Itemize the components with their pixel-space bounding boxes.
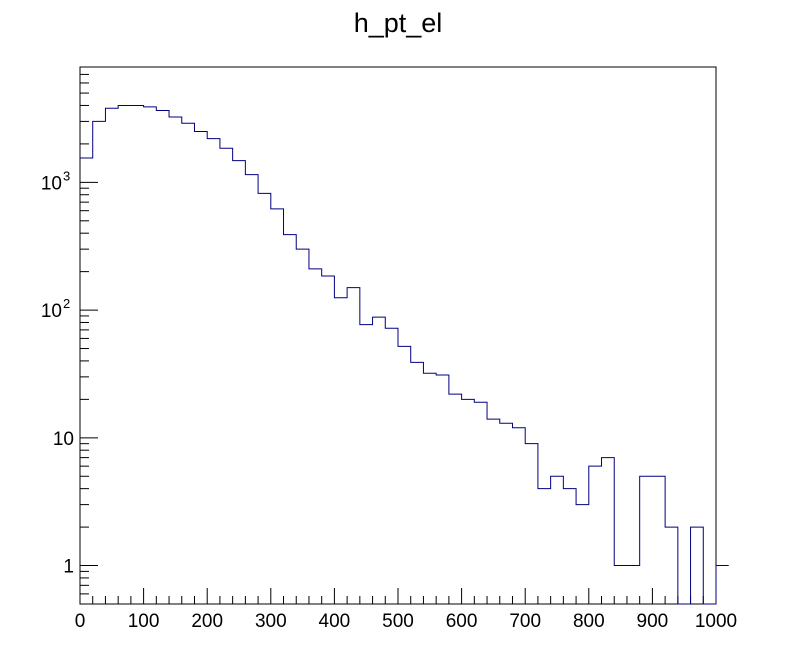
x-tick-label: 1000 — [695, 611, 737, 632]
y-tick-label: 10 — [41, 301, 62, 322]
histogram-series — [80, 104, 729, 605]
x-tick-label: 200 — [191, 611, 223, 632]
x-tick-label: 900 — [637, 611, 669, 632]
x-tick-label: 100 — [128, 611, 160, 632]
y-tick-label: 1 — [63, 557, 74, 578]
histogram-outline — [80, 104, 729, 605]
x-tick-label: 800 — [573, 611, 605, 632]
x-tick-label: 400 — [319, 611, 351, 632]
y-tick-label: 10 — [53, 429, 74, 450]
chart-title: h_pt_el — [354, 8, 443, 38]
axes — [79, 66, 717, 605]
x-tick-label: 0 — [75, 611, 86, 632]
y-tick-exponent: 3 — [63, 168, 70, 183]
x-tick-labels: 0 100 200 300 400 500 600 700 800 900 1000 — [75, 611, 737, 632]
x-tick-label: 600 — [446, 611, 478, 632]
x-tick-label: 700 — [509, 611, 541, 632]
x-tick-label: 500 — [382, 611, 414, 632]
x-tick-label: 300 — [255, 611, 287, 632]
y-tick-label: 10 — [41, 173, 62, 194]
y-tick-exponent: 2 — [63, 296, 70, 311]
